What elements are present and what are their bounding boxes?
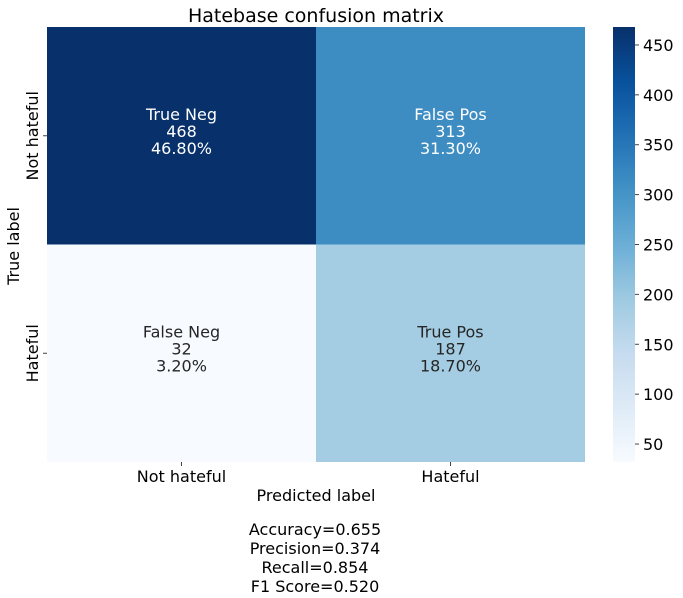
y-axis: Not hateful Hateful [23,91,47,382]
recall-text: Recall=0.854 [261,558,369,577]
y-tick-label: Hateful [23,324,42,382]
cell-count: 32 [171,339,191,358]
colorbar-tick-label: 450 [643,36,674,55]
chart-title: Hatebase confusion matrix [188,5,444,27]
colorbar-tick-label: 250 [643,236,674,255]
cell-label: True Pos [416,322,483,341]
accuracy-text: Accuracy=0.655 [248,520,382,539]
confusion-matrix-chart: Hatebase confusion matrix True Neg46846.… [4,5,674,505]
cell-label: True Neg [145,105,217,124]
colorbar-tick-label: 100 [643,385,674,404]
metrics-summary: Accuracy=0.655 Precision=0.374 Recall=0.… [215,520,415,596]
colorbar-tick-label: 350 [643,136,674,155]
f1-score-text: F1 Score=0.520 [250,577,380,596]
cell-count: 187 [435,339,466,358]
x-tick-label: Hateful [421,467,479,486]
heatmap-cell [47,244,316,462]
heatmap-cell [316,244,585,462]
colorbar-tick-label: 150 [643,335,674,354]
cell-label: False Neg [143,322,220,341]
x-axis: Not hateful Hateful [137,462,480,486]
cell-percent: 46.80% [151,139,212,158]
heatmap-cell [316,27,585,245]
colorbar-tick-label: 400 [643,86,674,105]
colorbar-tick-label: 200 [643,285,674,304]
colorbar-tick-label: 50 [643,435,663,454]
cell-percent: 31.30% [420,139,481,158]
y-axis-label: True label [4,207,23,286]
heatmap-cell [47,27,316,245]
y-tick-label: Not hateful [23,91,42,180]
colorbar-ticks: 50 100 150 200 250 300 350 400 450 [635,36,674,454]
colorbar-tick-label: 300 [643,186,674,205]
cell-count: 468 [166,122,197,141]
cell-count: 313 [435,122,466,141]
cell-percent: 18.70% [420,356,481,375]
x-axis-label: Predicted label [257,486,376,505]
cell-label: False Pos [414,105,486,124]
cell-percent: 3.20% [156,356,207,375]
precision-text: Precision=0.374 [249,539,381,558]
x-tick-label: Not hateful [137,467,226,486]
colorbar [613,27,635,462]
